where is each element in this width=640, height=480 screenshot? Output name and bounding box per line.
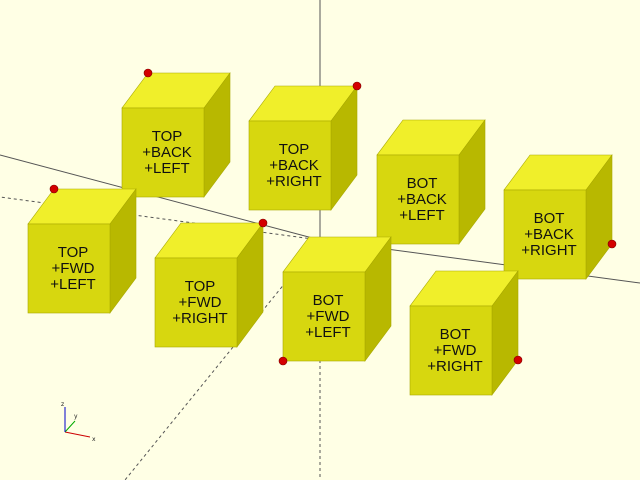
axis-indicator-z-label: z <box>61 401 64 408</box>
cube-label-line: +RIGHT <box>172 310 227 327</box>
cube-front-face <box>282 271 366 362</box>
cube-label-line: +RIGHT <box>266 173 321 190</box>
cube-label-line: +LEFT <box>144 160 189 177</box>
cube-label-line: TOP <box>185 278 216 295</box>
cube-bot-back-left[interactable]: BOT+BACK+LEFT <box>376 119 486 245</box>
axis-indicator: x y z <box>61 401 96 443</box>
cube-bot-fwd-right[interactable]: BOT+FWD+RIGHT <box>409 270 523 396</box>
cube-front-face <box>503 189 587 280</box>
cube-front-face <box>121 107 205 198</box>
cube-label-line: +RIGHT <box>521 242 576 259</box>
cube-top-back-right[interactable]: TOP+BACK+RIGHT <box>248 81 362 211</box>
cube-label-line: BOT <box>407 175 438 192</box>
anchor-marker <box>49 184 59 194</box>
cube-label-line: TOP <box>152 128 183 145</box>
cube-label-line: +FWD <box>179 294 222 311</box>
cube-front-face <box>27 223 111 314</box>
cube-label-line: BOT <box>440 326 471 343</box>
cube-label-line: TOP <box>279 141 310 158</box>
anchor-marker <box>258 218 268 228</box>
anchor-marker <box>607 239 617 249</box>
cube-top-fwd-right[interactable]: TOP+FWD+RIGHT <box>154 218 268 348</box>
anchor-marker <box>143 68 153 78</box>
axis-indicator-y-label: y <box>74 413 78 420</box>
anchor-marker <box>513 355 523 365</box>
cube-label-line: +LEFT <box>399 207 444 224</box>
cube-top-fwd-left[interactable]: TOP+FWD+LEFT <box>27 184 137 314</box>
cube-label-line: +BACK <box>269 157 319 174</box>
cube-label-line: +LEFT <box>50 276 95 293</box>
cube-label-line: +LEFT <box>305 324 350 341</box>
axis-y-positive <box>0 154 321 241</box>
cube-label-line: BOT <box>313 292 344 309</box>
cube-label-line: +FWD <box>434 342 477 359</box>
cube-front-face <box>154 257 238 348</box>
cube-top-back-left[interactable]: TOP+BACK+LEFT <box>121 68 231 198</box>
axis-indicator-x-label: x <box>92 436 96 443</box>
cube-front-face <box>248 120 332 211</box>
axis-indicator-x <box>64 431 91 438</box>
cube-bot-back-right[interactable]: BOT+BACK+RIGHT <box>503 154 617 280</box>
cube-label-line: BOT <box>534 210 565 227</box>
cube-front-face <box>376 154 460 245</box>
cube-label-line: +BACK <box>142 144 192 161</box>
cube-label-line: +BACK <box>524 226 574 243</box>
cube-label-line: +BACK <box>397 191 447 208</box>
anchor-marker <box>352 81 362 91</box>
anchor-marker <box>278 356 288 366</box>
axis-indicator-y <box>64 420 76 433</box>
cube-bot-fwd-left[interactable]: BOT+FWD+LEFT <box>278 236 392 366</box>
cube-label-line: +FWD <box>307 308 350 325</box>
cube-front-face <box>409 305 493 396</box>
cube-label-line: +RIGHT <box>427 358 482 375</box>
cube-label-line: TOP <box>58 244 89 261</box>
cube-label-line: +FWD <box>52 260 95 277</box>
